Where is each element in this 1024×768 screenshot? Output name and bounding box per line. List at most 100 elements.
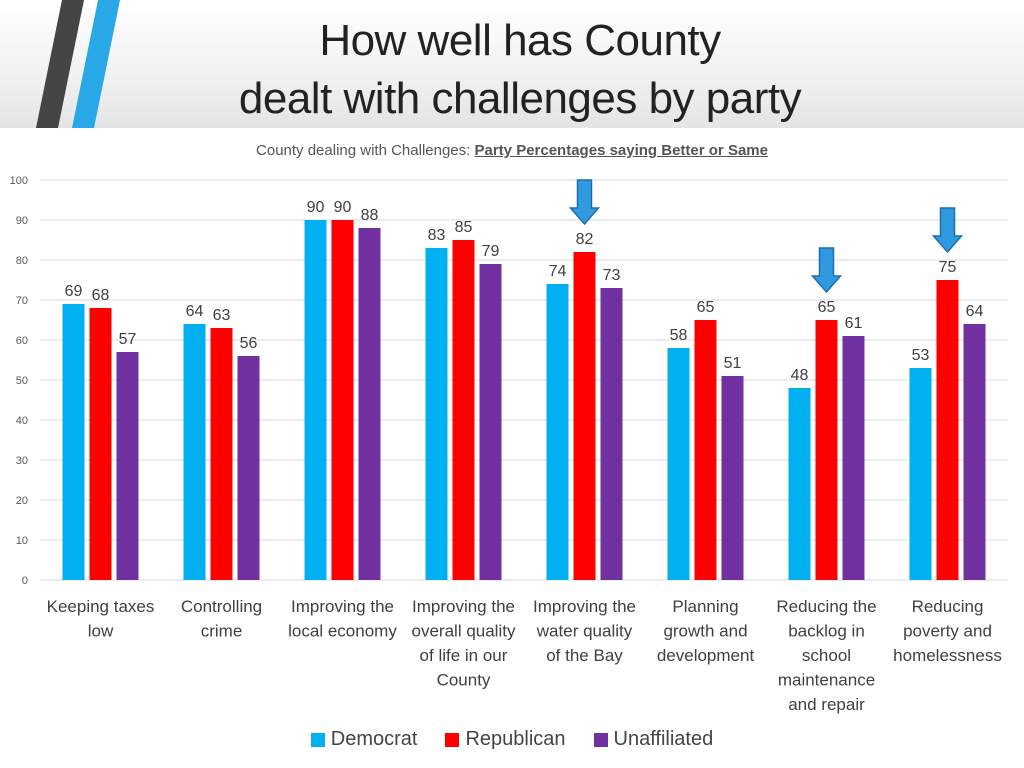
data-label: 82	[576, 231, 594, 248]
category-label: of life in our	[420, 646, 508, 665]
bar-republican-1	[210, 328, 233, 580]
bar-unaffiliated-4	[600, 288, 623, 580]
data-label: 65	[697, 299, 715, 316]
data-label: 65	[818, 299, 836, 316]
legend-swatch	[310, 732, 325, 747]
data-label: 73	[603, 267, 621, 284]
category-label: local economy	[288, 622, 397, 641]
bar-chart: 0 10 20 30 40 50 60 70 80 90 100 69 68 57 Keeping taxe…	[10, 175, 1008, 714]
y-tick-label: 50	[16, 375, 28, 387]
bar-unaffiliated-3	[479, 264, 502, 580]
data-label: 53	[912, 347, 930, 364]
data-label: 85	[455, 219, 473, 236]
data-label: 56	[240, 335, 258, 352]
bar-unaffiliated-6	[842, 336, 865, 580]
category-label: poverty and	[903, 622, 992, 641]
bar-republican-7	[936, 280, 959, 580]
category-label: low	[88, 622, 114, 641]
category-label: Planning	[672, 597, 738, 616]
highlight-arrow-icon	[568, 179, 601, 226]
data-label: 90	[307, 199, 325, 216]
bar-democrat-4	[546, 284, 569, 580]
category-label: overall quality	[412, 622, 516, 641]
bar-democrat-0	[62, 304, 85, 580]
header-band: How well has County dealt with challenge…	[0, 0, 1024, 128]
y-tick-label: 90	[16, 215, 28, 227]
category-label: school	[802, 646, 851, 665]
data-label: 83	[428, 227, 446, 244]
bar-republican-5	[694, 320, 717, 580]
category-label: Controlling	[181, 597, 262, 616]
data-label: 68	[92, 287, 110, 304]
bar-unaffiliated-0	[116, 352, 139, 580]
y-tick-label: 80	[16, 255, 28, 267]
category-label: water quality	[536, 622, 633, 641]
legend-swatch	[593, 732, 608, 747]
bar-democrat-5	[667, 348, 690, 580]
bar-democrat-1	[183, 324, 206, 580]
bar-unaffiliated-1	[237, 356, 260, 580]
category-label: Improving the	[291, 597, 394, 616]
bar-unaffiliated-5	[721, 376, 744, 580]
data-label: 74	[549, 263, 567, 280]
title-line-1: How well has County	[319, 16, 721, 65]
dark-stripe	[36, 0, 84, 128]
category-label: Keeping taxes	[47, 597, 155, 616]
page-title: How well has County dealt with challenge…	[0, 12, 1024, 128]
y-tick-label: 100	[10, 175, 28, 187]
category-label: Improving the	[533, 597, 636, 616]
category-label: development	[657, 646, 755, 665]
subtitle-prefix: County dealing with Challenges:	[256, 142, 471, 159]
bar-democrat-3	[425, 248, 448, 580]
y-tick-label: 60	[16, 335, 28, 347]
subtitle-emphasis: Party Percentages saying Better or Same	[474, 142, 768, 159]
decorative-stripes	[36, 0, 120, 128]
legend-label: Unaffiliated	[613, 728, 714, 750]
y-tick-label: 10	[16, 535, 28, 547]
bar-republican-0	[89, 308, 112, 580]
category-label: backlog in	[788, 622, 865, 641]
data-label: 57	[119, 331, 137, 348]
legend-label: Republican	[465, 728, 566, 750]
y-tick-label: 40	[16, 415, 28, 427]
legend-label: Democrat	[330, 728, 418, 750]
data-label: 79	[482, 243, 500, 260]
highlight-arrow-icon	[810, 247, 843, 294]
category-label: Reducing	[912, 597, 984, 616]
data-label: 58	[670, 327, 688, 344]
data-label: 63	[213, 307, 231, 324]
category-label: Improving the	[412, 597, 515, 616]
data-label: 64	[186, 303, 204, 320]
bar-unaffiliated-2	[358, 228, 381, 580]
data-label: 75	[939, 259, 957, 276]
data-label: 61	[845, 315, 863, 332]
bar-democrat-2	[304, 220, 327, 580]
y-tick-label: 70	[16, 295, 28, 307]
category-label: County	[437, 671, 491, 690]
data-label: 69	[65, 283, 83, 300]
title-line-2: dealt with challenges by party	[238, 74, 802, 123]
category-label: growth and	[663, 622, 747, 641]
category-label: Reducing the	[776, 597, 876, 616]
bar-republican-4	[573, 252, 596, 580]
category-label: and repair	[788, 695, 865, 714]
category-label: homelessness	[893, 646, 1002, 665]
bar-unaffiliated-7	[963, 324, 986, 580]
highlight-arrow-icon	[931, 207, 964, 254]
data-label: 64	[966, 303, 984, 320]
bar-republican-6	[815, 320, 838, 580]
data-label: 48	[791, 367, 809, 384]
chart-subtitle: County dealing with Challenges: Party Pe…	[0, 142, 1024, 159]
category-label: of the Bay	[546, 646, 623, 665]
legend-item-republican: Republican	[445, 728, 566, 751]
bar-republican-2	[331, 220, 354, 580]
category-label: maintenance	[778, 671, 875, 690]
category-label: crime	[201, 622, 243, 641]
data-label: 51	[724, 355, 742, 372]
data-label: 90	[334, 199, 352, 216]
bar-democrat-6	[788, 388, 811, 580]
y-tick-label: 30	[16, 455, 28, 467]
y-tick-label: 0	[22, 575, 28, 587]
y-tick-label: 20	[16, 495, 28, 507]
legend-item-democrat: Democrat	[310, 728, 418, 751]
